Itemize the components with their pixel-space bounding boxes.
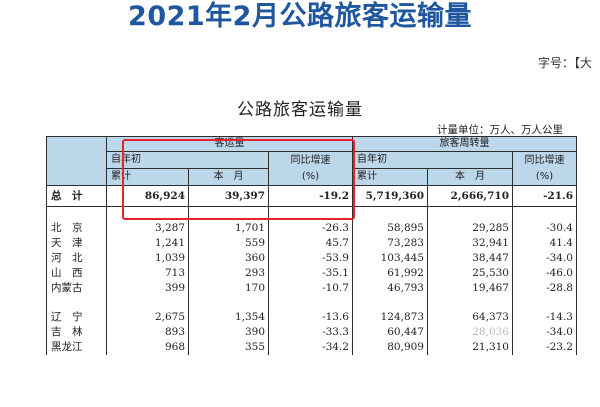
region-cell: 内蒙古 (46, 281, 107, 296)
pt-yoy-cell: -23.2 (512, 340, 577, 355)
pt-cum-cell: 103,445 (352, 251, 428, 266)
font-size-large-option[interactable]: 字号：【大 (538, 56, 593, 70)
pt-month-cell: 28,036 (427, 325, 513, 340)
pt-cum-cell: 124,873 (352, 310, 428, 325)
pt-cum-cell: 46,793 (352, 281, 428, 296)
pt-yoy-label: 同比增速 (524, 154, 565, 166)
table-title: 公路旅客运输量 (237, 100, 363, 120)
pv-month-cell: 170 (188, 281, 269, 296)
pt-month-cell: 64,373 (427, 310, 513, 325)
spacer-row (46, 206, 577, 221)
pt-cum-cell: 80,909 (352, 340, 428, 355)
table-row: 北 京 3,287 1,701 -26.3 58,895 29,285 -30.… (46, 221, 577, 236)
region-cell: 黑龙江 (46, 340, 107, 355)
total-pv-month: 39,397 (188, 185, 269, 207)
pv-yoy-cell: -35.1 (268, 266, 353, 281)
total-pt-cum: 5,719,360 (352, 185, 428, 207)
pv-cum-cell: 399 (106, 281, 189, 296)
unit-note: 计量单位：万人、万人公里 (437, 124, 563, 136)
table-row: 天 津 1,241 559 45.7 73,283 32,941 41.4 (46, 236, 577, 251)
pt-month-cell: 29,285 (427, 221, 513, 236)
pt-yoy-cell: -30.4 (512, 221, 577, 236)
pt-month-header: 本 月 (427, 168, 513, 186)
region-cell: 河 北 (46, 251, 107, 266)
pt-yoy-cell: -14.3 (512, 310, 577, 325)
pv-month-cell: 355 (188, 340, 269, 355)
total-pt-yoy: -21.6 (512, 185, 577, 207)
pt-month-cell: 38,447 (427, 251, 513, 266)
pv-cum-cell: 968 (106, 340, 189, 355)
pv-cum-cell: 893 (106, 325, 189, 340)
header-row-3: 累计 本 月 累计 本 月 (47, 168, 577, 186)
table-row: 吉 林 893 390 -33.3 60,447 28,036 -34.0 (46, 325, 577, 340)
pt-month-cell: 32,941 (427, 236, 513, 251)
pt-cum-cell: 61,992 (352, 266, 428, 281)
pt-cum-cell: 58,895 (352, 221, 428, 236)
pt-cum-cell: 60,447 (352, 325, 428, 340)
pv-month-cell: 1,354 (188, 310, 269, 325)
pt-cumulative-header: 累计 (352, 168, 428, 186)
pt-yoy-cell: -28.8 (512, 281, 577, 296)
region-cell: 天 津 (46, 236, 107, 251)
region-cell: 北 京 (46, 221, 107, 236)
spacer-row (46, 296, 577, 310)
pv-cum-cell: 713 (106, 266, 189, 281)
pv-yoy-cell: -13.6 (268, 310, 353, 325)
pv-cum-cell: 1,241 (106, 236, 189, 251)
header-row-2: 自年初 同比增速 (%) 自年初 同比增速 (%) (47, 151, 577, 186)
table-row: 河 北 1,039 360 -53.9 103,445 38,447 -34.0 (46, 251, 577, 266)
pv-yoy-unit: (%) (301, 170, 320, 182)
pt-month-cell: 25,530 (427, 266, 513, 281)
font-size-selector[interactable]: 字号：【大 (538, 54, 592, 71)
pt-cum-cell: 73,283 (352, 236, 428, 251)
pt-yoy-unit: (%) (535, 170, 554, 182)
region-cell: 山 西 (46, 266, 107, 281)
pv-yoy-cell: -34.2 (268, 340, 353, 355)
total-pt-month: 2,666,710 (427, 185, 513, 207)
pt-yoy-cell: -34.0 (512, 251, 577, 266)
total-pv-yoy: -19.2 (268, 185, 353, 207)
table-row: 内蒙古 399 170 -10.7 46,793 19,467 -28.8 (46, 281, 577, 296)
pv-month-cell: 293 (188, 266, 269, 281)
pv-yoy-cell: -33.3 (268, 325, 353, 340)
page-title: 2021年2月公路旅客运输量 (128, 1, 472, 32)
pv-yoy-cell: 45.7 (268, 236, 353, 251)
pv-month-cell: 360 (188, 251, 269, 266)
pv-yoy-cell: -26.3 (268, 221, 353, 236)
region-header-cell (46, 136, 107, 186)
pv-month-cell: 390 (188, 325, 269, 340)
total-label: 总 计 (46, 185, 107, 207)
pv-yoy-cell: -10.7 (268, 281, 353, 296)
table-row: 辽 宁 2,675 1,354 -13.6 124,873 64,373 -14… (46, 310, 577, 325)
region-cell: 吉 林 (46, 325, 107, 340)
highlight-annotation-box (122, 139, 355, 220)
pt-ytd-header: 自年初 (352, 151, 513, 169)
region-cell: 辽 宁 (46, 310, 107, 325)
table-row: 山 西 713 293 -35.1 61,992 25,530 -46.0 (46, 266, 577, 281)
total-row: 总 计 86,924 39,397 -19.2 5,719,360 2,666,… (46, 185, 577, 207)
pt-yoy-cell: -34.0 (512, 325, 577, 340)
pv-cum-cell: 3,287 (106, 221, 189, 236)
pv-cumulative-header: 累计 (106, 168, 189, 186)
pt-yoy-header: 同比增速 (%) (512, 151, 577, 186)
passenger-turnover-header: 旅客周转量 (352, 136, 577, 152)
pt-month-cell: 19,467 (427, 281, 513, 296)
pv-yoy-cell: -53.9 (268, 251, 353, 266)
pv-month-cell: 1,701 (188, 221, 269, 236)
pt-month-cell: 21,310 (427, 340, 513, 355)
pv-yoy-header: 同比增速 (%) (268, 151, 353, 186)
pv-cum-cell: 1,039 (106, 251, 189, 266)
pv-ytd-header: 自年初 (106, 151, 269, 169)
pv-cum-cell: 2,675 (106, 310, 189, 325)
pv-yoy-label: 同比增速 (290, 154, 331, 166)
pt-yoy-cell: -46.0 (512, 266, 577, 281)
pv-month-cell: 559 (188, 236, 269, 251)
table-row: 黑龙江 968 355 -34.2 80,909 21,310 -23.2 (46, 340, 577, 355)
total-pv-cum: 86,924 (106, 185, 189, 207)
pt-yoy-cell: 41.4 (512, 236, 577, 251)
pv-month-header: 本 月 (188, 168, 269, 186)
